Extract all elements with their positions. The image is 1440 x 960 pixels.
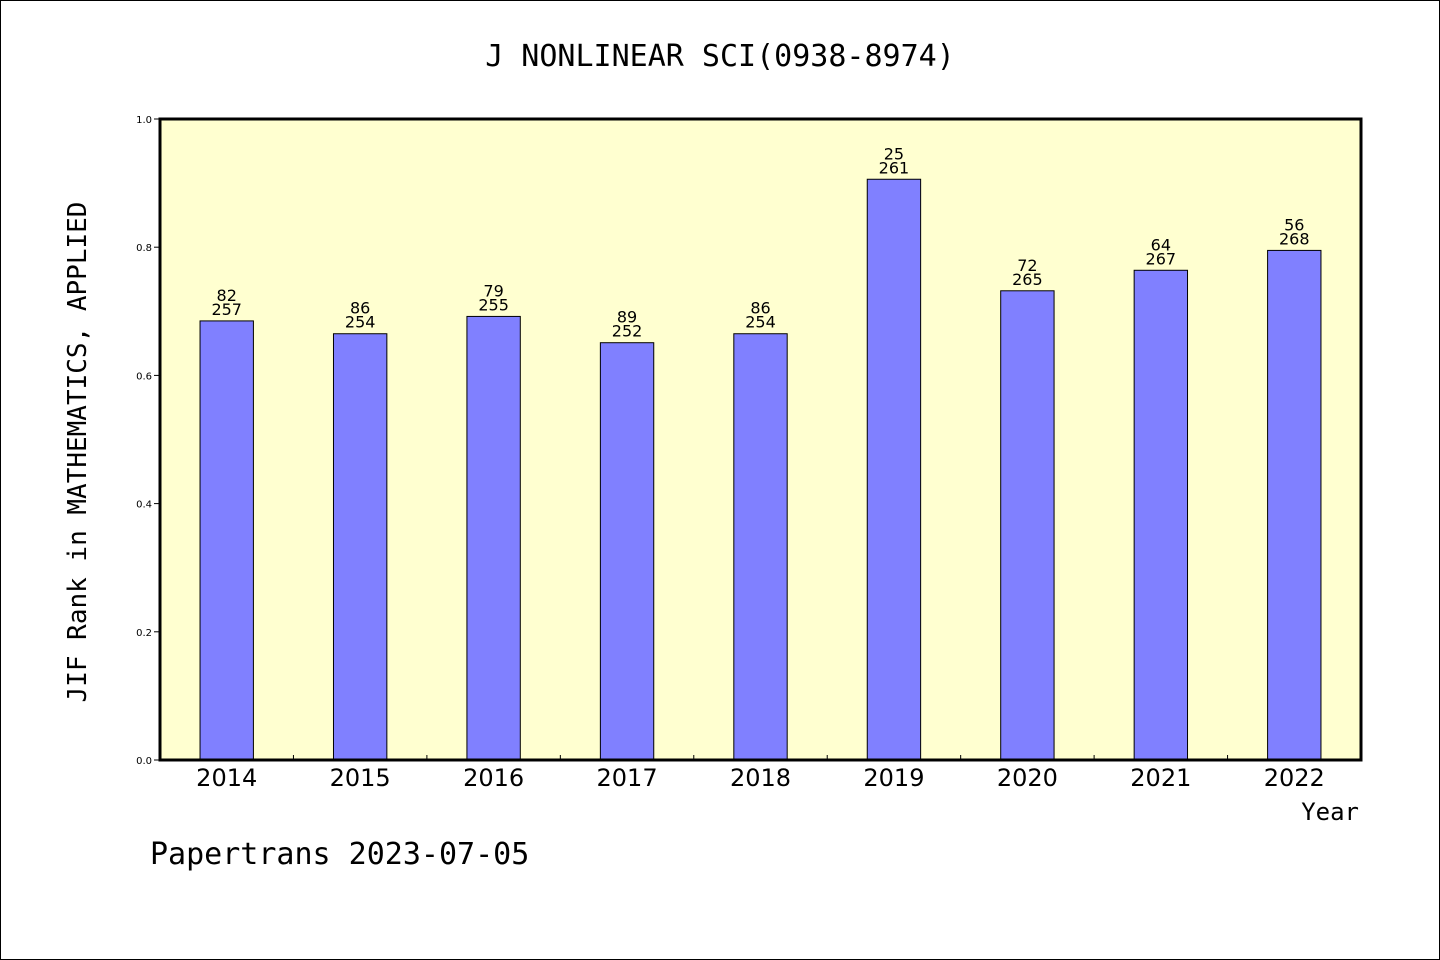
x-tick-label: 2022	[1264, 764, 1325, 792]
x-tick-label: 2014	[196, 764, 257, 792]
total-label: 261	[879, 158, 910, 177]
y-tick-label: 0.0	[136, 756, 152, 767]
total-label: 252	[612, 322, 643, 341]
rank-label: 25	[884, 144, 904, 163]
y-tick-label: 0.4	[136, 500, 152, 511]
x-axis: 2014 2015 2016 2017 2018 2019 2020 2021 2022	[196, 755, 1325, 792]
y-tick-label: 0.2	[136, 628, 152, 639]
y-axis: 0.0 0.2 0.4 0.6 0.8 1.0	[136, 115, 160, 767]
total-label: 257	[211, 300, 242, 319]
y-axis-label: JIF Rank in MATHEMATICS, APPLIED	[63, 202, 93, 703]
rank-label: 86	[350, 299, 370, 318]
x-tick-label: 2017	[597, 764, 658, 792]
rank-label: 86	[750, 299, 770, 318]
bar-2018	[733, 333, 788, 761]
bar-2019	[866, 178, 922, 761]
rank-label: 64	[1151, 235, 1171, 254]
footer-credit: Papertrans 2023-07-05	[150, 837, 529, 872]
bar-2017	[599, 342, 655, 761]
total-label: 268	[1279, 229, 1310, 248]
rank-label: 79	[483, 281, 503, 300]
total-label: 265	[1012, 270, 1043, 289]
y-tick-label: 0.8	[136, 243, 152, 254]
bar-2016	[466, 315, 521, 761]
y-tick-label: 0.6	[136, 371, 152, 382]
bars-group	[199, 178, 1322, 761]
bar-2015	[332, 333, 388, 761]
chart-title: J NONLINEAR SCI(0938-8974)	[485, 39, 955, 74]
x-tick-label: 2020	[997, 764, 1058, 792]
rank-label: 89	[617, 308, 637, 327]
x-tick-label: 2018	[730, 764, 791, 792]
y-tick-label: 1.0	[136, 115, 152, 126]
x-tick-label: 2021	[1130, 764, 1191, 792]
x-axis-label: Year	[1301, 798, 1359, 826]
bar-2021	[1133, 269, 1189, 761]
bar-2022	[1267, 249, 1322, 761]
bar-2020	[1000, 290, 1055, 761]
x-tick-label: 2019	[863, 764, 924, 792]
total-label: 254	[345, 313, 376, 332]
total-label: 267	[1146, 249, 1177, 268]
x-tick-label: 2015	[330, 764, 391, 792]
rank-label: 72	[1017, 256, 1037, 275]
x-tick-label: 2016	[463, 764, 524, 792]
rank-label: 56	[1284, 215, 1304, 234]
total-label: 255	[478, 295, 509, 314]
total-label: 254	[745, 313, 776, 332]
rank-label: 82	[217, 286, 237, 305]
bar-2014	[199, 320, 254, 761]
plot-border	[158, 117, 1363, 762]
